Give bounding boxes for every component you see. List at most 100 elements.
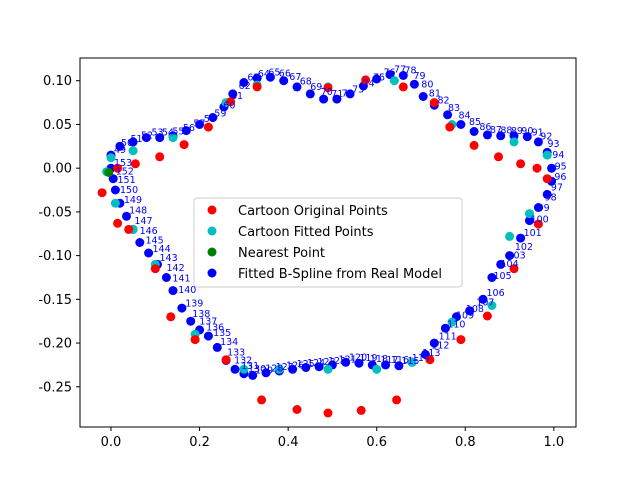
series-3-point <box>208 113 218 122</box>
legend-box <box>193 197 463 288</box>
series-0-point <box>482 311 492 321</box>
series-3-point <box>487 273 497 282</box>
bspline-point-index: 117 <box>380 355 398 366</box>
series-3-point <box>394 361 404 371</box>
legend-marker-nearest <box>207 247 217 257</box>
bspline-point-index: 142 <box>167 263 185 274</box>
series-1-point <box>525 209 534 219</box>
bspline-point-index: 102 <box>515 242 533 253</box>
series-3-point <box>381 360 391 370</box>
series-0-point <box>221 355 231 365</box>
series-3-point <box>456 120 466 129</box>
bspline-point-index: 110 <box>447 320 465 331</box>
series-3-point <box>516 233 526 243</box>
series-3-point <box>372 74 382 84</box>
bspline-point-index: 100 <box>531 214 549 225</box>
series-3-point <box>230 364 240 374</box>
series-1-point <box>274 364 284 374</box>
series-0-point <box>252 82 262 92</box>
series-3-point <box>319 94 329 104</box>
series-3-point <box>265 72 275 82</box>
y-tick-label: 0.10 <box>43 74 72 89</box>
legend-label-original: Cartoon Original Points <box>238 204 388 219</box>
bspline-point-index: 147 <box>134 216 152 227</box>
bspline-point-index: 77 <box>394 65 406 76</box>
bspline-point-index: 74 <box>363 78 375 89</box>
y-tick-label: -0.15 <box>38 293 72 308</box>
bspline-point-index: 113 <box>422 348 440 359</box>
bspline-point-index: 82 <box>438 95 450 106</box>
bspline-point-index: 126 <box>286 361 304 372</box>
bspline-point-index: 93 <box>548 139 560 150</box>
y-tick-label: -0.05 <box>38 205 72 220</box>
series-3-point <box>478 294 488 304</box>
bspline-point-index: 73 <box>352 84 364 95</box>
legend-label-fitted: Cartoon Fitted Points <box>238 225 374 240</box>
series-0-point <box>155 152 165 162</box>
bspline-point-index: 79 <box>414 71 426 82</box>
series-3-point <box>279 76 289 86</box>
series-3-point <box>186 316 196 326</box>
series-3-point <box>115 141 125 151</box>
bspline-point-index: 120 <box>349 352 367 363</box>
legend-marker-original <box>207 205 217 215</box>
series-3-point <box>314 362 324 372</box>
series-0-point <box>456 335 466 345</box>
bspline-point-index: 56 <box>183 123 195 134</box>
series-3-point <box>110 185 120 195</box>
series-0-point <box>398 82 408 92</box>
series-0-point <box>509 264 519 274</box>
bspline-point-index: 151 <box>118 175 136 186</box>
series-3-point <box>288 364 298 374</box>
series-3-point <box>533 137 543 147</box>
bspline-point-index: 137 <box>199 317 217 328</box>
bspline-point-index: 86 <box>479 122 491 133</box>
series-0-point <box>356 405 366 415</box>
series-3-point <box>155 133 165 143</box>
bspline-point-index: 140 <box>178 285 196 296</box>
series-0-point <box>323 408 333 418</box>
series-1-point <box>509 137 519 147</box>
bspline-point-index: 76 <box>384 68 396 79</box>
series-3-point <box>144 248 154 258</box>
bspline-point-index: 122 <box>328 356 346 367</box>
series-0-point <box>257 395 267 405</box>
bspline-point-index: 69 <box>310 82 322 93</box>
series-0-point <box>97 188 107 198</box>
series-3-point <box>429 338 439 348</box>
series-0-point <box>113 218 123 228</box>
bspline-point-index: 68 <box>300 77 312 88</box>
bspline-point-index: 81 <box>429 89 441 100</box>
series-3-point <box>440 323 450 333</box>
bspline-point-index: 134 <box>220 337 238 348</box>
bspline-point-index: 133 <box>227 348 245 359</box>
series-0-point <box>130 159 140 169</box>
bspline-point-index: 123 <box>318 357 336 368</box>
series-1-point <box>128 146 138 156</box>
series-0-point <box>166 312 176 322</box>
data-markers <box>97 70 557 418</box>
bspline-point-index: 132 <box>234 355 252 366</box>
y-tick-label: 0.00 <box>43 162 72 177</box>
series-3-point <box>525 216 534 226</box>
series-0-point <box>179 140 189 150</box>
bspline-point-index: 136 <box>206 322 224 333</box>
series-3-point <box>305 89 315 99</box>
bspline-point-index: 143 <box>160 253 178 264</box>
series-3-point <box>332 94 342 104</box>
bspline-point-index: 57 <box>193 119 205 130</box>
series-3-point <box>177 303 187 313</box>
x-axis: 0.0 0.2 0.4 0.6 0.8 1.0 <box>101 427 564 450</box>
series-3-point <box>252 73 262 83</box>
bspline-point-index: 141 <box>172 274 190 285</box>
bspline-point-index: 53 <box>152 128 164 139</box>
series-0-point <box>124 224 134 234</box>
series-3-point <box>341 357 351 367</box>
bspline-point-index: 80 <box>421 80 433 91</box>
bspline-point-index: 104 <box>501 259 519 270</box>
point-labels: 4950515253545556575859606162636465666768… <box>114 65 567 377</box>
bspline-point-index: 112 <box>431 341 449 352</box>
series-3-point <box>239 78 249 87</box>
series-3-point <box>354 358 364 368</box>
